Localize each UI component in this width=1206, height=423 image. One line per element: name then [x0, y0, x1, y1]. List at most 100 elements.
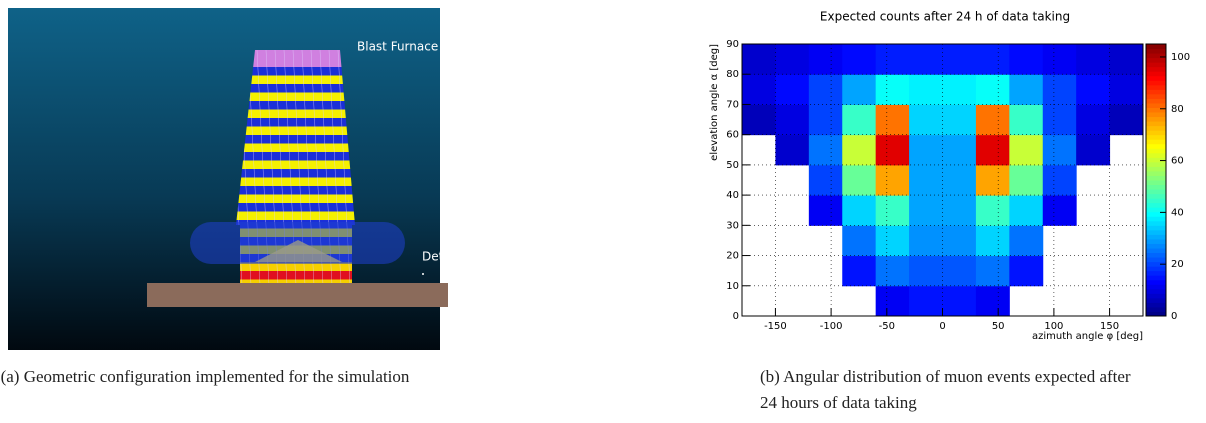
colorbar-step [1146, 121, 1166, 127]
heatmap-cell [842, 44, 877, 75]
x-tick-label: -100 [820, 321, 843, 332]
furnace-layer [236, 50, 355, 59]
heatmap-cell [975, 195, 1010, 226]
heatmap-cell [808, 104, 843, 136]
heatmap-cell [875, 285, 910, 317]
heatmap-cell [1009, 255, 1044, 287]
furnace-layer [236, 152, 355, 161]
colorbar-step [1146, 202, 1166, 208]
heatmap-cell [909, 134, 943, 166]
heatmap-cell [942, 74, 977, 105]
heatmap-cell [1109, 44, 1144, 75]
colorbar-step [1146, 257, 1166, 263]
furnace-layer [236, 135, 355, 144]
colorbar-step [1146, 252, 1166, 258]
y-tick-label: 40 [726, 190, 739, 201]
y-tick-label: 90 [726, 39, 739, 50]
y-tick-label: 10 [726, 281, 739, 292]
x-tick-label: 50 [992, 321, 1005, 332]
colorbar-tick-label: 100 [1171, 52, 1190, 63]
heatmap-cell [975, 164, 1010, 196]
furnace-layer [236, 75, 355, 84]
heatmap-cell [942, 104, 977, 136]
heatmap-cell [975, 255, 1010, 287]
colorbar-step [1146, 84, 1166, 90]
colorbar-step [1146, 93, 1166, 99]
plot-frame [741, 43, 1144, 317]
caption: 24 hours of data taking [760, 393, 917, 412]
heatmap-cell [875, 134, 910, 166]
heatmap-cell [808, 44, 843, 75]
colorbar-frame [1145, 43, 1167, 317]
detector-cone [255, 240, 342, 262]
heatmap-cell [909, 164, 943, 196]
colorbar-step [1146, 152, 1166, 158]
detector-point [422, 273, 424, 275]
colorbar-step [1146, 261, 1166, 267]
colorbar-step [1146, 53, 1166, 59]
furnace-layer [236, 203, 355, 212]
x-tick-label: 0 [939, 321, 945, 332]
colorbar-step [1146, 189, 1166, 195]
heatmap-cell [909, 44, 943, 75]
colorbar-step [1146, 225, 1166, 231]
heatmap-cell [909, 195, 943, 226]
heatmap-cell [975, 44, 1010, 75]
colorbar-step [1146, 44, 1166, 50]
ground [147, 283, 448, 307]
furnace-layer [236, 101, 355, 110]
heatmap-cell [1042, 104, 1077, 136]
heatmap-cell [1109, 74, 1144, 105]
heatmap-cell [842, 225, 877, 257]
colorbar-step [1146, 306, 1166, 312]
heatmap-cell [975, 74, 1010, 105]
heatmap-cell [775, 74, 810, 105]
colorbar-step [1146, 198, 1166, 204]
heatmap-cell [909, 104, 943, 136]
heatmap-cell [975, 134, 1010, 166]
colorbar-step [1146, 288, 1166, 294]
colorbar-step [1146, 184, 1166, 190]
y-axis-label: elevation angle α [deg] [709, 44, 720, 161]
colorbar-step [1146, 57, 1166, 63]
colorbar-step [1146, 302, 1166, 308]
colorbar-step [1146, 107, 1166, 113]
colorbar-step [1146, 62, 1166, 68]
heatmap-cell [909, 225, 943, 257]
furnace-layer [236, 118, 355, 127]
heatmap-cell [975, 104, 1010, 136]
heatmap-cell [808, 134, 843, 166]
heatmap-cell [1009, 44, 1044, 75]
colorbar-step [1146, 180, 1166, 186]
colorbar-step [1146, 130, 1166, 136]
heatmap-cell [808, 74, 843, 105]
y-tick-label: 0 [733, 311, 739, 322]
colorbar-step [1146, 220, 1166, 226]
y-tick-label: 80 [726, 69, 739, 80]
colorbar-step [1146, 175, 1166, 181]
y-tick-label: 60 [726, 130, 739, 141]
heatmap-cell [742, 104, 776, 136]
colorbar-step [1146, 170, 1166, 176]
colorbar-step [1146, 71, 1166, 77]
heatmap-cell [1042, 134, 1077, 166]
x-tick-label: 100 [1044, 321, 1063, 332]
heatmap-cell [1009, 104, 1044, 136]
colorbar-step [1146, 139, 1166, 145]
heatmap-cell [1009, 134, 1044, 166]
colorbar-step [1146, 80, 1166, 86]
heatmap-cell [742, 74, 776, 105]
colorbar-step [1146, 229, 1166, 235]
heatmap-cell [1009, 74, 1044, 105]
heatmap-cell [1042, 164, 1077, 196]
colorbar-step [1146, 311, 1166, 317]
heatmap-cell [975, 225, 1010, 257]
colorbar-step [1146, 89, 1166, 95]
colorbar-step [1146, 238, 1166, 244]
heatmap-cell [875, 164, 910, 196]
colorbar-step [1146, 102, 1166, 108]
furnace-layer [236, 279, 355, 285]
heatmap-cell [1076, 104, 1111, 136]
colorbar-tick-label: 0 [1171, 311, 1177, 322]
